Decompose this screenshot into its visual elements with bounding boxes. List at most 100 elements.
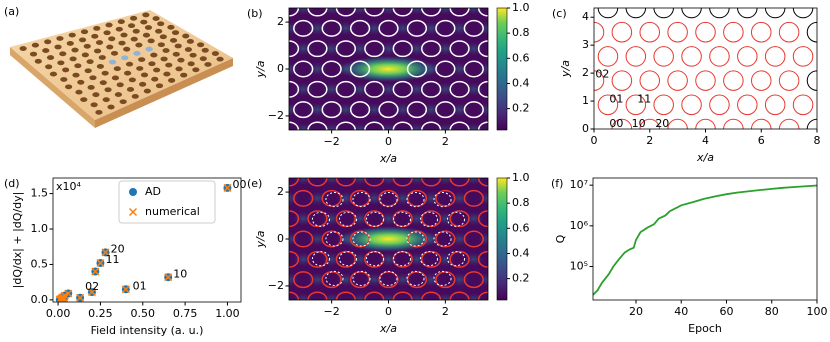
hole (101, 70, 109, 76)
hole-circle (764, 94, 786, 116)
hole (75, 89, 83, 95)
hole (42, 48, 50, 53)
hole (123, 46, 131, 52)
hole-circle (681, 46, 702, 67)
annotation: 10 (173, 267, 187, 280)
hole (174, 43, 182, 49)
point (91, 267, 100, 276)
hole-outline (293, 189, 314, 207)
hole-outline-shifted (338, 251, 358, 267)
hole (153, 67, 161, 73)
hole-circle (681, 8, 702, 19)
x-tick-label: −2 (324, 305, 340, 318)
hole (74, 63, 82, 69)
hole (96, 64, 104, 69)
hole-outline (349, 101, 371, 119)
hole (125, 61, 134, 67)
hole (115, 26, 123, 32)
hole-outline (435, 230, 456, 248)
hole-circle (639, 70, 661, 91)
hole (59, 51, 67, 57)
hole-outline (321, 60, 342, 78)
hole-outline-shifted (325, 192, 344, 208)
y-tick-label: 1 (582, 94, 589, 107)
x-tick-label: 0 (385, 135, 392, 148)
hole (142, 32, 151, 38)
y-tick-label: 1.0 (31, 222, 49, 235)
hole (138, 57, 146, 63)
hole-circle (723, 70, 744, 91)
hole-outline (293, 19, 314, 37)
point (76, 293, 85, 302)
hole (110, 50, 119, 56)
axes-frame (52, 177, 242, 303)
hole (45, 64, 53, 70)
x-tick-label: 4 (702, 134, 709, 147)
plot-area (289, 8, 541, 137)
hole (62, 67, 70, 73)
hole-outline (463, 189, 484, 207)
legend: AD numerical (118, 180, 216, 224)
hole (71, 47, 79, 53)
y-tick-label: 10⁵ (570, 259, 588, 272)
hole-outline (406, 60, 428, 78)
hole-outline (349, 230, 371, 248)
hole (46, 55, 55, 60)
hole (136, 66, 144, 71)
hole-circle (764, 46, 786, 67)
hole (186, 39, 194, 44)
hole (159, 34, 167, 40)
x-axis-label: x/a (696, 151, 714, 164)
hole (56, 36, 64, 41)
hole-outline-shifted (325, 270, 344, 286)
x-tick-label: 60 (719, 305, 733, 318)
hole-outline-shifted (406, 270, 425, 286)
point (58, 293, 67, 302)
hole-outline (421, 250, 442, 268)
annotation: 10 (632, 117, 646, 130)
field-glow (521, 123, 541, 137)
hole-outline (293, 230, 314, 248)
field-hotspot (340, 226, 437, 252)
field-glow (521, 293, 541, 307)
hole (106, 44, 114, 50)
hole-outline (293, 271, 314, 289)
hole (80, 97, 88, 103)
legend-label: numerical (145, 205, 200, 218)
x-tick-label: 8 (814, 134, 821, 147)
hole-outline (321, 230, 342, 248)
hole (114, 92, 122, 97)
hole (157, 42, 165, 48)
y-tick-label: 3 (582, 38, 589, 51)
hole-circle (737, 8, 758, 19)
colorbar-tick-label: 0.8 (512, 196, 530, 209)
hole (102, 97, 110, 103)
y-tick-label: 0.5 (31, 257, 49, 270)
hole-outline (293, 60, 314, 78)
hole-outline (435, 271, 456, 289)
hole-outline (463, 101, 484, 119)
hole-outline (378, 101, 399, 119)
hole-outline (321, 101, 342, 119)
colorbar-tick-label: 1.0 (512, 1, 530, 14)
panel-label: (e) (247, 177, 262, 190)
colorbar-tick-label: 0.4 (512, 76, 530, 89)
hole (172, 51, 180, 57)
hole (150, 52, 158, 58)
hole-outline (349, 60, 371, 78)
y-tick-label: 0 (277, 62, 284, 75)
hole (127, 23, 136, 29)
hole (144, 25, 153, 30)
hole-circle (709, 94, 730, 116)
x-tick-label: 2 (442, 305, 449, 318)
colorbar-tick-label: 0.6 (512, 51, 530, 64)
y-axis-label: y/a (559, 60, 572, 78)
annotation: 20 (111, 243, 125, 256)
hole (167, 24, 175, 30)
hole-circle (764, 8, 786, 19)
hole-circle (778, 21, 800, 43)
hole-outline-shifted (325, 231, 344, 247)
hole (140, 72, 149, 78)
hole-circle (653, 8, 674, 19)
hole (175, 66, 183, 72)
